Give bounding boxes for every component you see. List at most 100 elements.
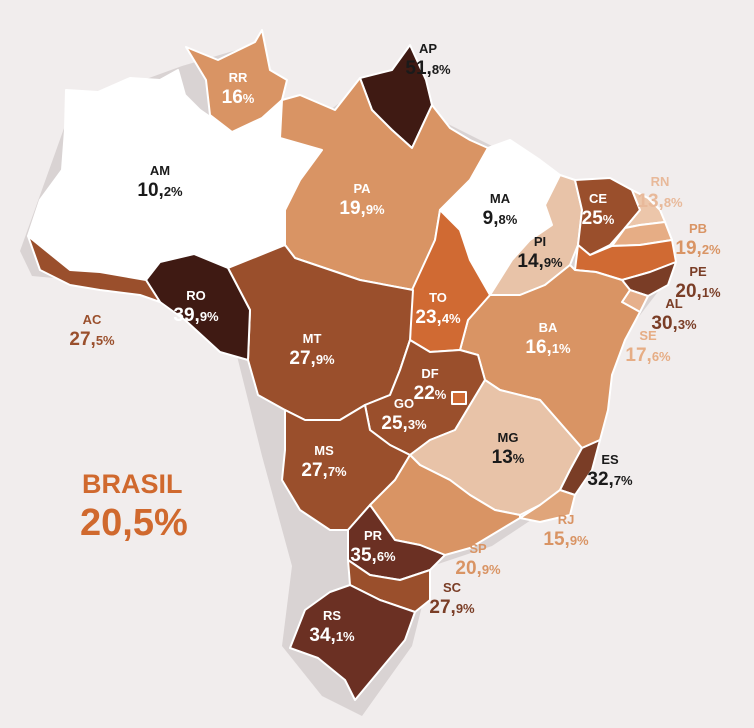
state-value: 9,8%	[483, 208, 518, 229]
state-label-rn: RN 13,8%	[637, 174, 683, 212]
state-label-ms: MS 27,7%	[301, 443, 347, 481]
state-value: 35,6%	[350, 545, 396, 566]
state-value: 27,9%	[289, 348, 335, 369]
state-value-dec: 9%	[316, 352, 335, 367]
state-DF[interactable]	[451, 391, 467, 405]
state-value: 20,1%	[675, 281, 721, 302]
state-label-ba: BA 16,1%	[525, 320, 571, 358]
state-label-mg: MG 13%	[492, 430, 525, 468]
state-value-int: 10,	[137, 180, 163, 201]
state-value-int: 13,	[637, 191, 663, 212]
state-abbr: AM	[150, 163, 170, 178]
state-value-int: 39,	[173, 305, 199, 326]
brasil-label: BRASIL	[82, 469, 183, 499]
state-value: 25,3%	[381, 413, 427, 434]
state-AC[interactable]	[27, 235, 161, 303]
state-abbr: MS	[314, 443, 334, 458]
state-value: 13%	[492, 447, 525, 468]
state-value-int: 19,	[675, 238, 701, 259]
state-value-dec: 9%	[366, 202, 385, 217]
state-value: 13,8%	[637, 191, 683, 212]
state-abbr: SC	[443, 580, 462, 595]
state-RJ[interactable]	[519, 489, 576, 523]
state-value-dec: 7%	[614, 473, 633, 488]
state-value-dec: 3%	[678, 317, 697, 332]
state-label-al: AL 30,3%	[651, 296, 697, 334]
brasil-summary: BRASIL 20,5%	[80, 469, 188, 544]
state-abbr: RN	[651, 174, 670, 189]
state-label-se: SE 17,6%	[625, 328, 671, 366]
state-abbr: MA	[490, 191, 511, 206]
state-value-int: 16	[222, 87, 243, 108]
state-value-int: 30,	[651, 313, 677, 334]
state-label-pr: PR 35,6%	[350, 528, 396, 566]
state-value-dec: 3%	[408, 417, 427, 432]
states-layer	[27, 29, 677, 701]
state-value: 17,6%	[625, 345, 671, 366]
state-value-int: 9,	[483, 208, 499, 229]
state-abbr: AL	[665, 296, 682, 311]
state-RO[interactable]	[145, 253, 251, 361]
state-value: 27,5%	[69, 329, 115, 350]
state-label-pe: PE 20,1%	[675, 264, 721, 302]
state-value: 30,3%	[651, 313, 697, 334]
state-abbr: MT	[303, 331, 322, 346]
state-value: 15,9%	[543, 529, 589, 550]
state-label-ro: RO 39,9%	[173, 288, 219, 326]
state-value-int: 20,	[455, 558, 481, 579]
state-label-df: DF 22%	[414, 366, 447, 404]
state-label-ap: AP 51,8%	[405, 41, 451, 79]
state-value: 16,1%	[525, 337, 571, 358]
brasil-value-dec: 5%	[133, 502, 188, 544]
state-value-int: 13	[492, 447, 513, 468]
state-value-dec: 9%	[482, 562, 501, 577]
state-abbr: BA	[539, 320, 558, 335]
state-value-int: 51,	[405, 58, 431, 79]
state-value-int: 27,	[289, 348, 315, 369]
state-label-mt: MT 27,9%	[289, 331, 335, 369]
state-value-dec: %	[513, 451, 525, 466]
state-label-rj: RJ 15,9%	[543, 512, 589, 550]
state-value-dec: 8%	[664, 195, 683, 210]
state-value-int: 34,	[309, 625, 335, 646]
state-value: 51,8%	[405, 58, 451, 79]
state-value: 10,2%	[137, 180, 183, 201]
state-value: 27,9%	[429, 597, 475, 618]
state-label-sp: SP 20,9%	[455, 541, 501, 579]
state-value-dec: 9%	[456, 601, 475, 616]
brasil-value: 20,5%	[80, 502, 188, 544]
state-value-int: 25	[582, 208, 604, 229]
state-abbr: RS	[323, 608, 341, 623]
state-value-int: 27,	[69, 329, 95, 350]
state-value: 32,7%	[587, 469, 633, 490]
state-value-int: 25,	[381, 413, 407, 434]
state-value-dec: 8%	[499, 212, 518, 227]
state-value-dec: 2%	[164, 184, 183, 199]
state-CE[interactable]	[574, 177, 641, 256]
state-value-int: 27,	[429, 597, 455, 618]
state-abbr: CE	[589, 191, 607, 206]
state-RR[interactable]	[185, 29, 288, 133]
state-abbr: PI	[534, 234, 546, 249]
state-value-int: 23,	[415, 307, 441, 328]
state-value-int: 16,	[525, 337, 551, 358]
state-value: 27,7%	[301, 460, 347, 481]
state-abbr: PE	[689, 264, 707, 279]
state-label-go: GO 25,3%	[381, 396, 427, 434]
state-abbr: TO	[429, 290, 447, 305]
state-abbr: PA	[353, 181, 371, 196]
state-label-pa: PA 19,9%	[339, 181, 385, 219]
state-label-rs: RS 34,1%	[309, 608, 355, 646]
state-abbr: SE	[639, 328, 657, 343]
state-label-am: AM 10,2%	[137, 163, 183, 201]
state-abbr: DF	[421, 366, 438, 381]
state-value-dec: 1%	[336, 629, 355, 644]
state-value: 20,9%	[455, 558, 501, 579]
state-value-int: 15,	[543, 529, 569, 550]
state-abbr: AP	[419, 41, 437, 56]
state-value-int: 32,	[587, 469, 613, 490]
state-value-dec: 6%	[652, 349, 671, 364]
state-RS[interactable]	[289, 584, 416, 701]
